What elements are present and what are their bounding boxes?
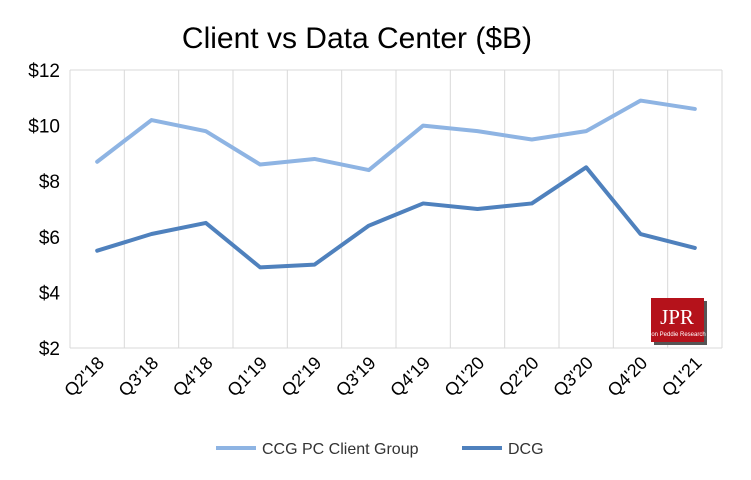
y-tick-label: $6 — [39, 228, 60, 249]
y-tick-label: $2 — [39, 339, 60, 360]
x-tick-label: Q2'19 — [278, 353, 326, 401]
x-tick-label: Q2'18 — [60, 353, 108, 401]
x-tick-label: Q2'20 — [495, 353, 543, 401]
legend: CCG PC Client Group DCG — [216, 441, 544, 458]
logo-text: JPR — [660, 305, 694, 329]
x-tick-label: Q1'21 — [658, 353, 706, 401]
series-lines — [95, 98, 697, 270]
logo-subtext: Jon Peddie Research — [648, 332, 705, 338]
jpr-logo: JPR Jon Peddie Research — [648, 298, 707, 345]
x-tick-label: Q4'20 — [604, 353, 652, 401]
legend-label: CCG PC Client Group — [262, 441, 419, 458]
x-axis: Q2'18 Q3'18 Q4'18 Q1'19 Q2'19 Q3'19 Q4'19 Q1'20… — [60, 353, 705, 401]
x-tick-label: Q4'18 — [169, 353, 217, 401]
x-tick-label: Q3'19 — [332, 353, 380, 401]
y-tick-label: $8 — [39, 172, 60, 193]
series-line — [95, 98, 697, 173]
legend-label: DCG — [508, 441, 544, 458]
x-tick-label: Q1'19 — [223, 353, 271, 401]
x-tick-label: Q3'18 — [115, 353, 163, 401]
x-tick-label: Q1'20 — [441, 353, 489, 401]
y-tick-label: $12 — [28, 61, 60, 82]
chart-title: Client vs Data Center ($B) — [182, 22, 532, 55]
y-tick-label: $10 — [28, 117, 60, 138]
y-axis: $2 $4 $6 $8 $10 $12 — [28, 61, 60, 360]
x-tick-label: Q4'19 — [386, 353, 434, 401]
series-line — [95, 165, 697, 270]
y-tick-label: $4 — [39, 283, 61, 304]
x-tick-label: Q3'20 — [549, 353, 597, 401]
logo-background — [651, 298, 704, 342]
